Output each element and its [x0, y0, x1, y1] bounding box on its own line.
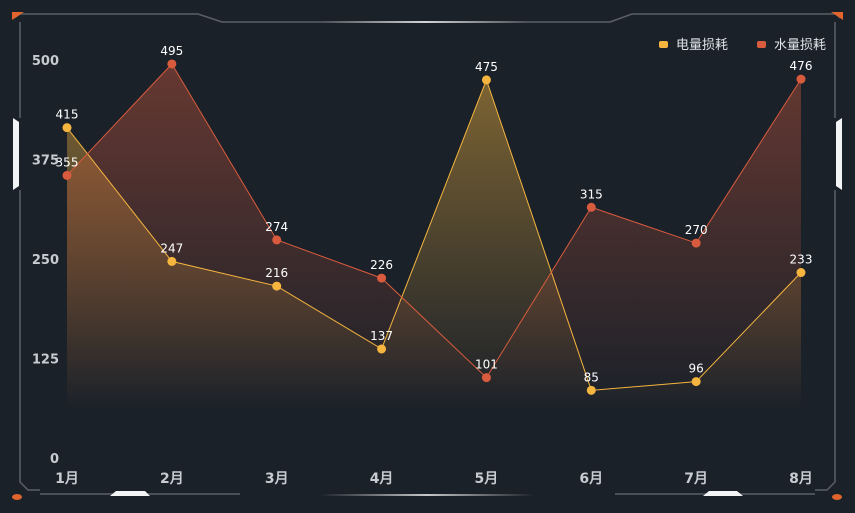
y-axis-labels: 0 125 250 375 500 [32, 54, 59, 467]
data-point-electric[interactable] [481, 75, 491, 85]
data-label-water: 101 [475, 358, 498, 372]
bottom-left-tab [110, 491, 150, 496]
data-point-electric[interactable] [586, 385, 596, 395]
x-tick-label: 7月 [684, 471, 708, 487]
y-tick-label: 125 [32, 353, 59, 368]
x-tick-label: 2月 [160, 471, 184, 487]
data-label-water: 226 [370, 258, 393, 272]
y-tick-label: 0 [50, 452, 59, 467]
data-label-water: 270 [685, 223, 708, 237]
line-layer [66, 63, 802, 391]
data-point-water[interactable] [167, 59, 177, 69]
top-right-corner-accent [831, 12, 843, 20]
data-label-water: 315 [580, 187, 603, 201]
data-label-electric: 247 [160, 241, 183, 255]
bottom-glow-line [320, 494, 534, 496]
frame-left-edge [19, 22, 40, 491]
area-layer [67, 63, 801, 409]
x-tick-label: 8月 [789, 471, 813, 487]
legend-swatch-electric [659, 41, 668, 48]
data-point-water[interactable] [691, 238, 701, 248]
data-point-electric[interactable] [167, 256, 177, 266]
top-left-corner-accent [12, 12, 24, 20]
legend-label-electric: 电量损耗 [676, 38, 728, 53]
data-label-electric: 137 [370, 329, 393, 343]
x-tick-label: 1月 [55, 471, 79, 487]
data-point-water[interactable] [377, 273, 387, 283]
data-point-water[interactable] [481, 373, 491, 383]
series-line-water [66, 63, 802, 379]
data-label-electric: 85 [584, 370, 599, 384]
legend-item-water[interactable]: 水量损耗 [757, 38, 826, 53]
data-label-electric: 415 [56, 108, 79, 122]
data-label-layer: 415 247 216 137 475 85 96 233 355 495 274 226 101 315… [56, 44, 813, 384]
data-label-electric: 475 [475, 60, 498, 74]
data-label-electric: 233 [790, 253, 813, 267]
data-label-water: 476 [790, 59, 813, 73]
y-tick-label: 250 [32, 253, 59, 268]
bottom-left-corner-dot [12, 494, 22, 500]
data-point-electric[interactable] [691, 377, 701, 387]
data-label-water: 355 [56, 155, 79, 169]
data-label-water: 274 [265, 220, 288, 234]
y-tick-label: 500 [32, 54, 59, 69]
data-point-water[interactable] [796, 74, 806, 84]
decorative-frame [12, 12, 843, 500]
legend-label-water: 水量损耗 [774, 38, 826, 53]
frame-top-edge [13, 13, 841, 23]
data-point-electric[interactable] [796, 268, 806, 278]
data-label-water: 495 [160, 44, 183, 58]
bottom-right-corner-dot [832, 494, 842, 500]
data-point-water[interactable] [586, 202, 596, 212]
left-side-tab [13, 118, 19, 190]
x-tick-label: 6月 [579, 471, 603, 487]
point-layer [62, 59, 806, 395]
series-line-electric [66, 78, 802, 391]
x-axis-labels: 1月 2月 3月 4月 5月 6月 7月 8月 [55, 471, 813, 487]
x-tick-label: 5月 [475, 471, 499, 487]
area-fill-water [67, 63, 801, 408]
right-side-tab [836, 118, 842, 190]
data-label-electric: 216 [265, 266, 288, 280]
data-point-water[interactable] [62, 170, 72, 180]
data-point-electric[interactable] [377, 344, 387, 354]
data-point-electric[interactable] [272, 281, 282, 291]
data-point-electric[interactable] [62, 123, 72, 133]
data-label-electric: 96 [689, 362, 704, 376]
top-glow-line [322, 21, 528, 23]
legend-item-electric[interactable]: 电量损耗 [659, 38, 728, 53]
frame-right-edge [815, 22, 836, 491]
legend-swatch-water [757, 41, 766, 48]
x-tick-label: 3月 [265, 471, 289, 487]
data-point-water[interactable] [272, 235, 282, 245]
x-tick-label: 4月 [370, 471, 394, 487]
y-tick-label: 375 [32, 154, 59, 169]
bottom-right-tab [703, 491, 743, 496]
legend: 电量损耗 水量损耗 [659, 38, 826, 53]
